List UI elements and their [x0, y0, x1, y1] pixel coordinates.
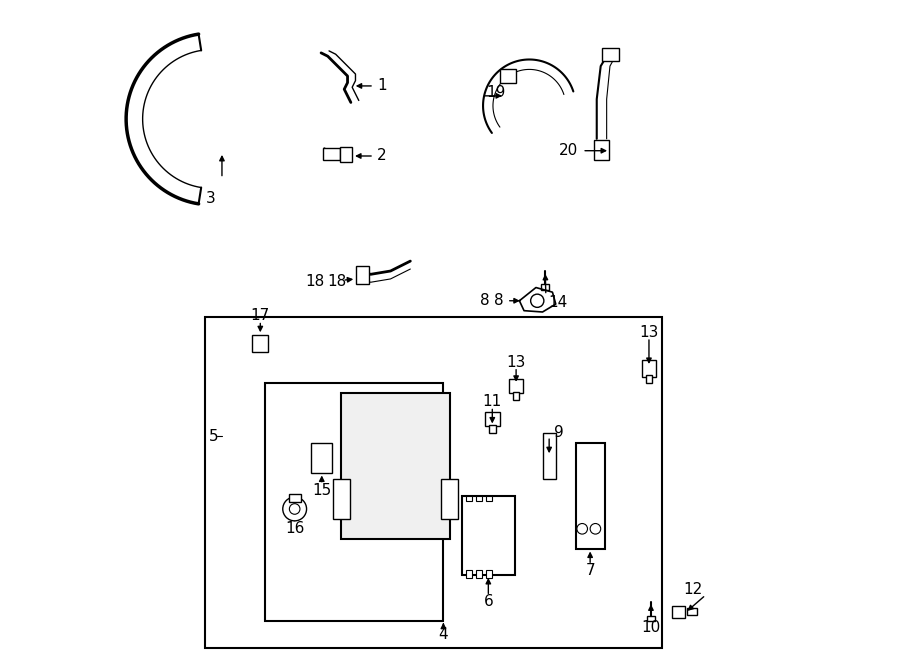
Bar	[476, 570, 482, 578]
Polygon shape	[519, 288, 556, 312]
Bar	[441, 479, 458, 519]
Bar	[356, 266, 369, 284]
Bar	[576, 443, 606, 549]
Bar	[339, 147, 352, 162]
Bar	[602, 48, 618, 61]
Text: 16: 16	[285, 522, 304, 536]
Text: 13: 13	[639, 325, 659, 340]
Text: 12: 12	[683, 582, 703, 597]
Text: 8: 8	[493, 293, 503, 308]
Text: 3: 3	[205, 191, 215, 206]
Text: 2: 2	[377, 149, 387, 163]
Bar	[486, 570, 492, 578]
Bar	[476, 496, 482, 501]
Bar	[509, 379, 523, 393]
Text: 18: 18	[328, 274, 347, 289]
Text: 15: 15	[312, 483, 331, 498]
Text: 9: 9	[554, 426, 564, 440]
Bar	[289, 494, 301, 502]
Bar	[514, 392, 519, 400]
Text: 8: 8	[480, 293, 490, 308]
Bar	[311, 443, 332, 473]
Bar	[541, 284, 549, 290]
Circle shape	[283, 497, 307, 521]
Bar	[252, 335, 268, 352]
Bar	[642, 360, 656, 377]
Text: 1: 1	[377, 79, 387, 93]
Circle shape	[577, 524, 588, 534]
Bar	[485, 412, 500, 426]
Bar	[466, 496, 472, 501]
Text: 17: 17	[251, 309, 270, 323]
Bar	[486, 496, 492, 501]
Bar	[205, 317, 662, 648]
Text: 5: 5	[209, 429, 219, 444]
Text: 11: 11	[482, 395, 502, 409]
Bar	[672, 606, 685, 618]
Bar	[466, 570, 472, 578]
Text: 4: 4	[438, 627, 448, 642]
Bar	[543, 433, 556, 479]
Text: 14: 14	[548, 295, 567, 309]
Circle shape	[290, 504, 300, 514]
Circle shape	[531, 294, 544, 307]
Bar	[341, 393, 450, 539]
Text: 20: 20	[558, 143, 578, 158]
Text: 18: 18	[305, 274, 324, 289]
Circle shape	[590, 524, 600, 534]
Text: 6: 6	[483, 594, 493, 609]
Bar	[647, 616, 655, 621]
Text: 7: 7	[585, 563, 595, 578]
Text: 13: 13	[507, 355, 526, 369]
Bar	[333, 479, 349, 519]
Bar	[687, 608, 697, 615]
Text: 19: 19	[486, 85, 506, 100]
Text: 10: 10	[642, 621, 661, 635]
Bar	[500, 69, 516, 83]
Bar	[265, 383, 444, 621]
Bar	[489, 425, 496, 433]
Bar	[594, 140, 608, 160]
Bar	[323, 148, 339, 160]
Bar	[646, 375, 652, 383]
Bar	[462, 496, 515, 575]
